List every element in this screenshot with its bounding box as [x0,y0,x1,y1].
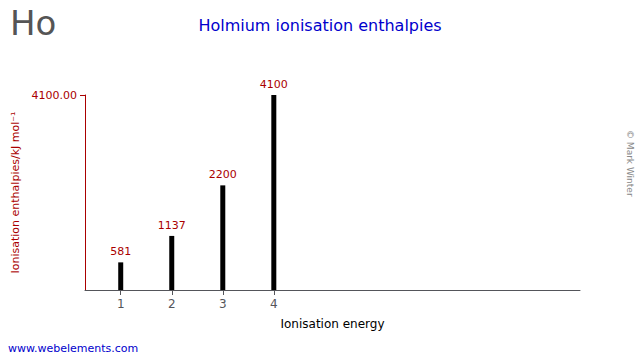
svg-text:Ionisation energy: Ionisation energy [280,317,384,331]
svg-text:1137: 1137 [158,219,186,232]
svg-text:3: 3 [219,297,227,311]
svg-text:2200: 2200 [209,168,237,181]
svg-text:Ionisation enthalpies/kJ mol⁻¹: Ionisation enthalpies/kJ mol⁻¹ [9,112,22,274]
svg-text:581: 581 [110,245,131,258]
svg-text:www.webelements.com: www.webelements.com [8,342,138,355]
svg-text:Ho: Ho [10,3,56,43]
svg-text:4100.00: 4100.00 [32,89,78,102]
svg-text:© Mark Winter: © Mark Winter [625,130,635,197]
svg-text:4100: 4100 [260,78,288,91]
svg-text:4: 4 [270,297,278,311]
svg-text:1: 1 [117,297,125,311]
svg-text:Holmium ionisation enthalpies: Holmium ionisation enthalpies [198,16,441,35]
svg-text:2: 2 [168,297,176,311]
